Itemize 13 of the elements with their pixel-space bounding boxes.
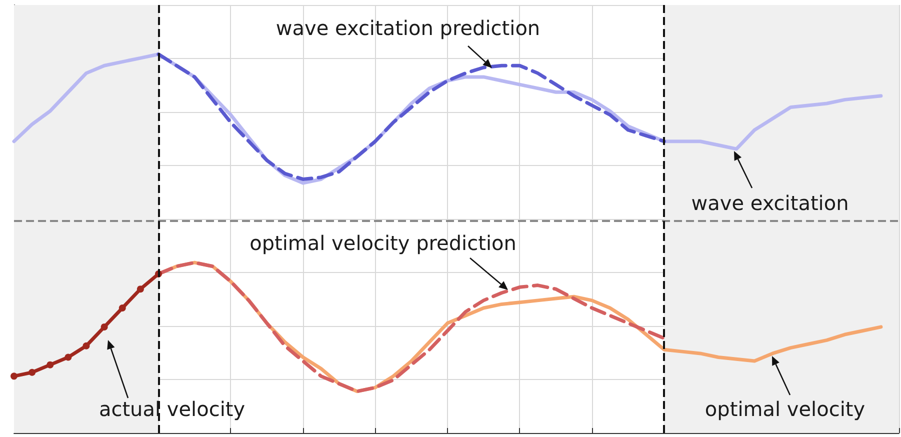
point <box>136 286 144 293</box>
point <box>46 361 54 368</box>
point <box>100 323 108 330</box>
annotation: optimal velocity <box>704 397 866 421</box>
text: wave excitation prediction <box>276 16 540 40</box>
point <box>10 372 18 380</box>
annotation: wave excitation <box>691 191 849 215</box>
annotation: optimal velocity prediction <box>250 231 516 255</box>
annotation: actual velocity <box>98 397 246 421</box>
point <box>118 304 126 312</box>
point <box>82 342 90 350</box>
point <box>64 354 72 361</box>
point <box>28 368 36 376</box>
